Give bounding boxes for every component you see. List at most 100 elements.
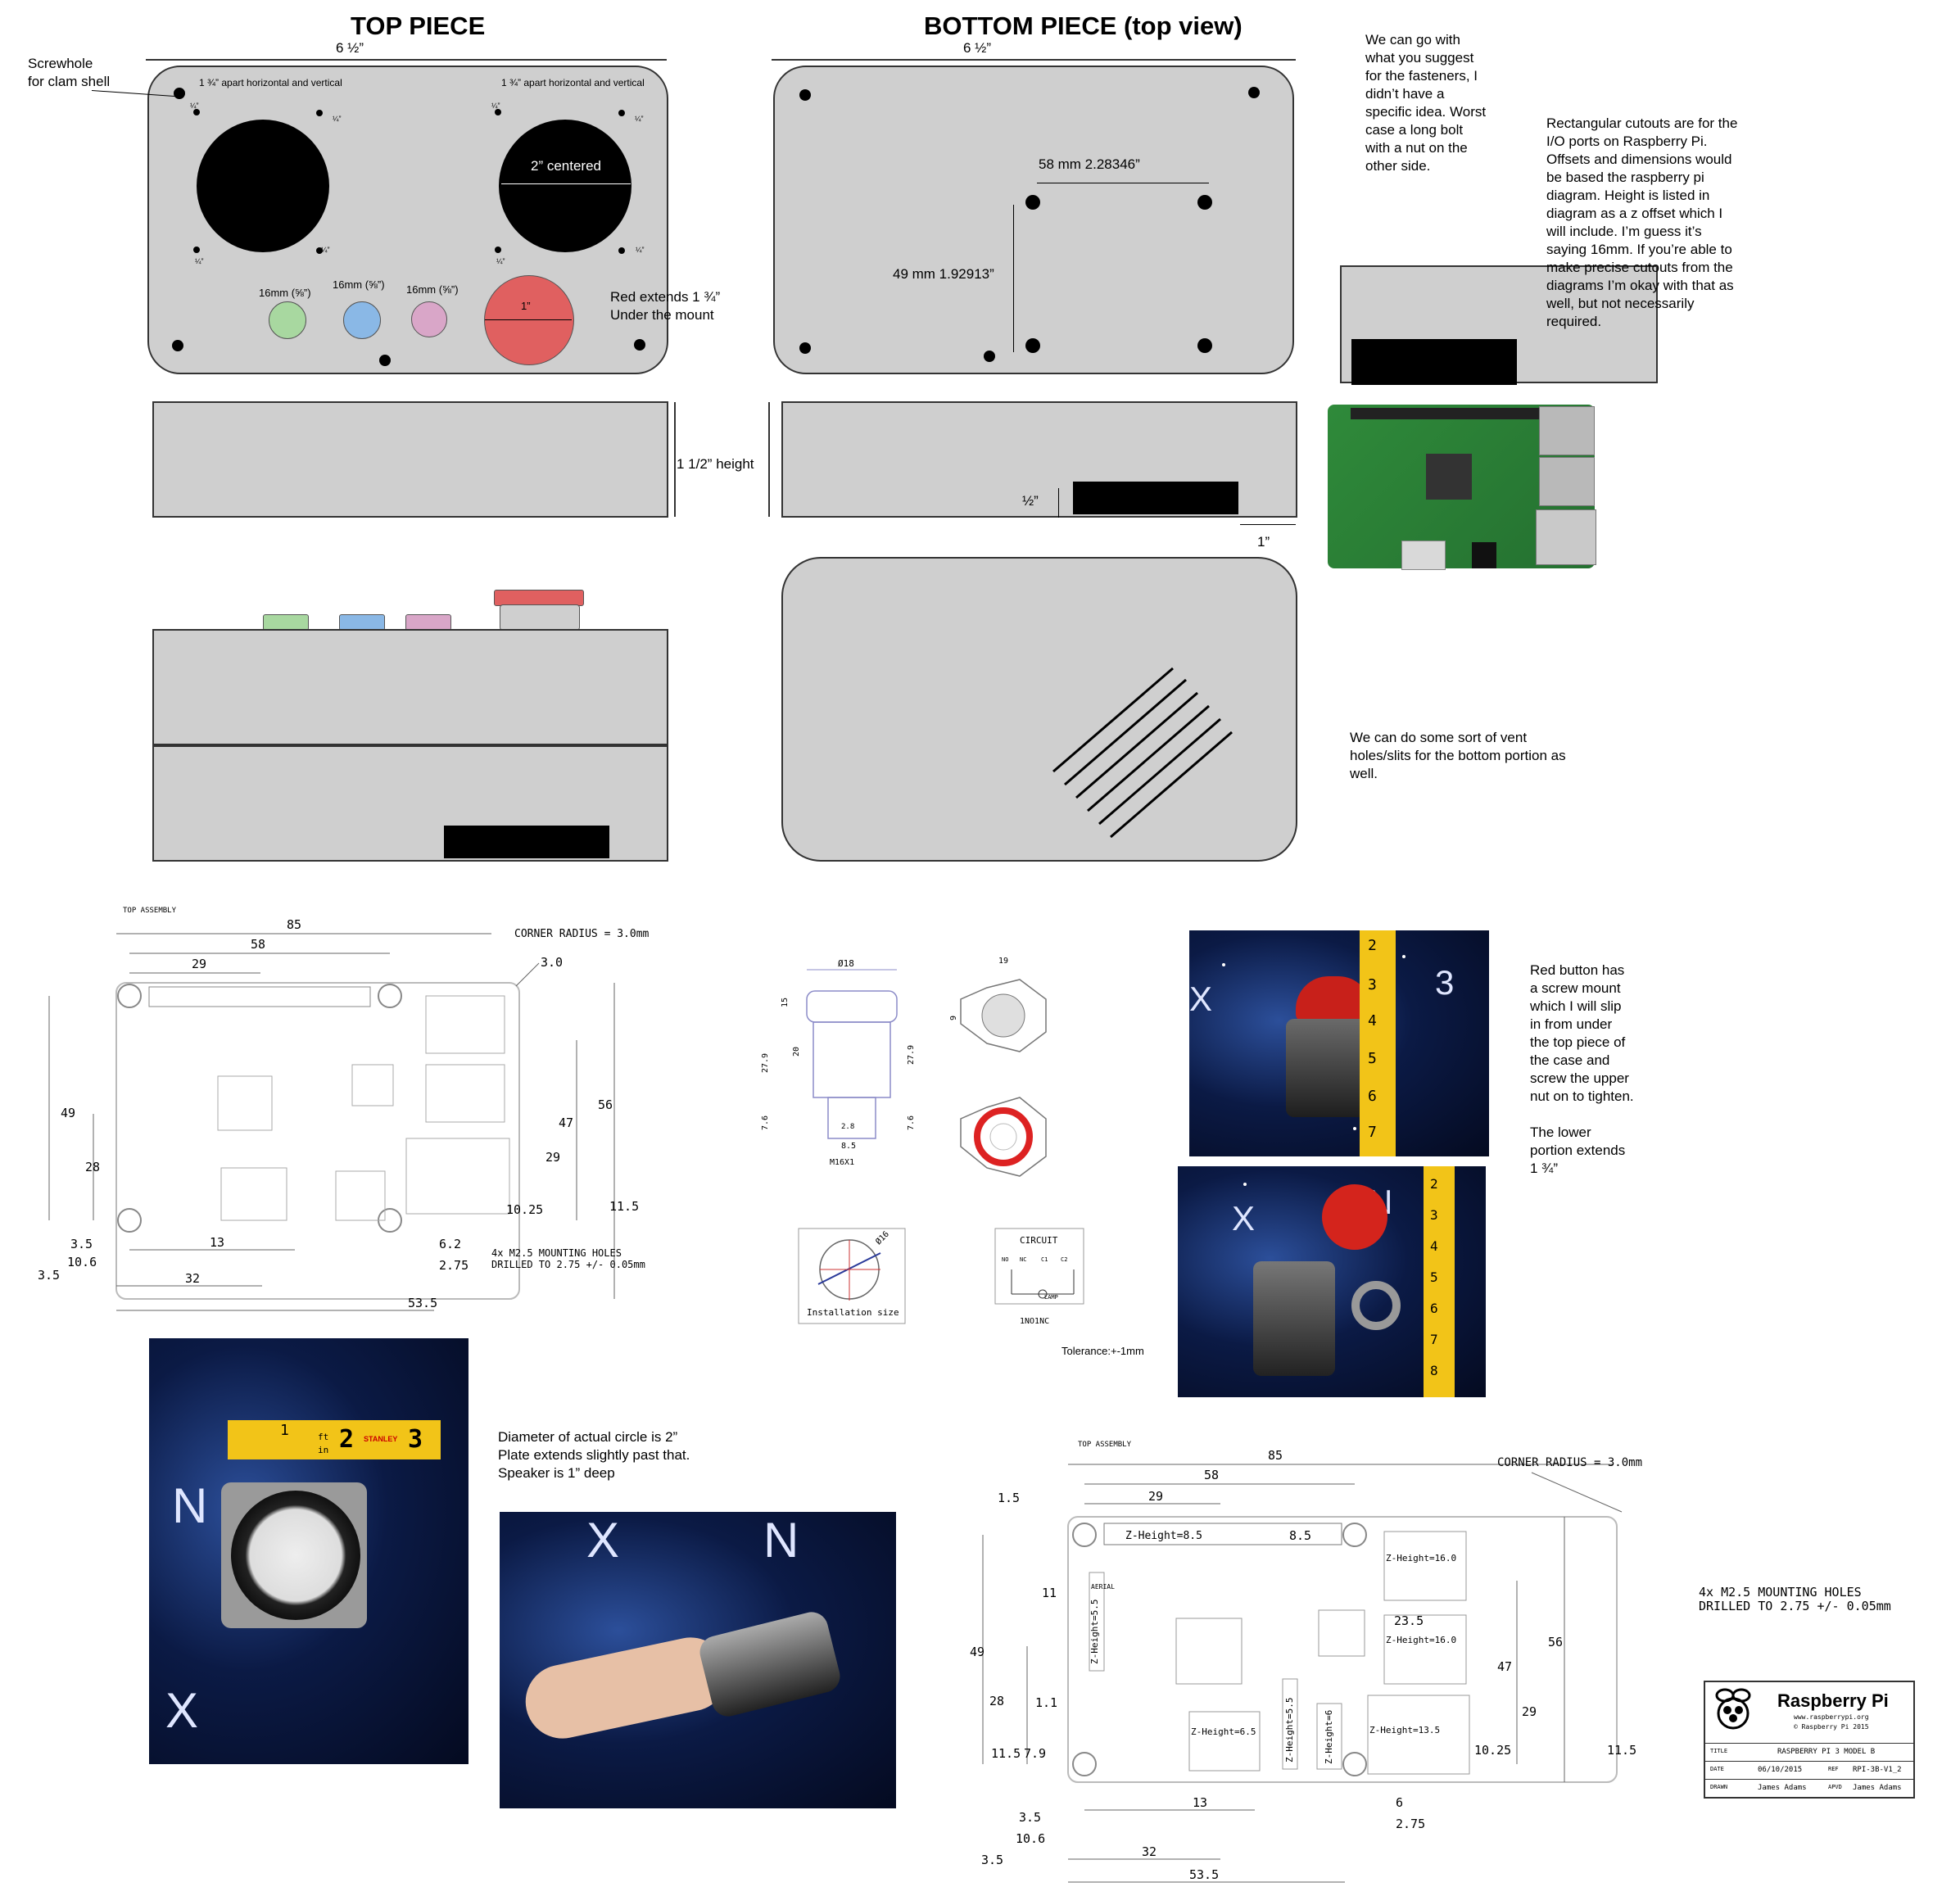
dim-10-6: 10.6 — [67, 1255, 97, 1269]
dim-1-1: 1.1 — [1035, 1695, 1057, 1710]
bottom-piece-panel — [773, 66, 1294, 374]
button-drawings: Ø18 15 27.9 20 27.9 7.6 7.6 2.8 8.5 M16X… — [761, 957, 1084, 1326]
apvd-label: APVD — [1828, 1784, 1842, 1790]
ruler-digit: 6 — [1368, 1088, 1377, 1105]
dim-27-9b: 27.9 — [907, 1045, 916, 1065]
speaker-photo-top: X N 1 2 3 ft in STANLEY — [149, 1338, 468, 1764]
quarter-label: ¼” — [635, 115, 644, 123]
star — [1402, 955, 1405, 958]
pi-mount-hole — [1197, 338, 1212, 353]
title-block-row — [1705, 1743, 1913, 1744]
circuit-no: NO — [1002, 1256, 1008, 1263]
dim-11: 11 — [1042, 1586, 1057, 1600]
circuit-type: 1NO1NC — [1020, 1317, 1049, 1326]
ruler-digit: 2 — [1368, 937, 1377, 954]
photo-letter: X — [165, 1683, 199, 1738]
dim-47: 47 — [559, 1115, 573, 1130]
one-inch-line — [1240, 524, 1296, 525]
bottom-hole — [984, 351, 995, 362]
vertical-dim-label: 49 mm 1.92913” — [893, 266, 994, 282]
circuit-c1: C1 — [1041, 1256, 1048, 1263]
brand-url: www.raspberrypi.org — [1794, 1713, 1869, 1721]
installation-size: Installation size — [807, 1307, 899, 1318]
dim-3-5b: 3.5 — [981, 1853, 1003, 1867]
ref-label: REF — [1828, 1766, 1839, 1772]
bottom-vent-panel — [781, 557, 1297, 862]
dim-20: 20 — [792, 1047, 801, 1057]
dim-11-5: 11.5 — [991, 1746, 1021, 1761]
circuit-c2: C2 — [1061, 1256, 1067, 1263]
dim-32: 32 — [185, 1271, 200, 1286]
red-extends-note: Red extends 1 ¾” Under the mount — [610, 289, 721, 323]
audio-jack — [1472, 542, 1496, 568]
top-width-line — [146, 59, 667, 61]
ruler-digit: 7 — [1368, 1124, 1377, 1141]
fasteners-note: We can go with what you suggest for the … — [1365, 32, 1487, 174]
speaker-screw-dot — [495, 109, 501, 115]
tape-mark: 3 — [408, 1425, 423, 1454]
top-hole — [379, 355, 391, 366]
blue-button-cutout — [343, 301, 381, 339]
ruler-digit: 3 — [1430, 1207, 1438, 1223]
green-button-label: 16mm (⅝”) — [259, 287, 311, 299]
corner-radius: CORNER RADIUS = 3.0mm — [514, 928, 650, 940]
photo-letter: X — [1232, 1199, 1256, 1238]
vertical-dim-line — [1013, 205, 1014, 352]
dim-29b: 29 — [1522, 1704, 1537, 1719]
dim-19: 19 — [998, 957, 1008, 966]
dim-6: 6 — [1396, 1795, 1403, 1810]
io-cutout-side — [1073, 482, 1238, 514]
ruler-digit: 6 — [1430, 1301, 1438, 1316]
green-button-side — [263, 614, 309, 631]
drawn-label: DRAWN — [1710, 1784, 1728, 1790]
dim-7-9: 7.9 — [1024, 1746, 1046, 1761]
tape-unit: ft — [318, 1432, 329, 1442]
brand-name: Raspberry Pi — [1777, 1690, 1889, 1711]
speaker-cone — [231, 1491, 360, 1620]
dim-8-5: 8.5 — [1289, 1528, 1311, 1543]
photo-letter: X — [586, 1513, 620, 1568]
pi-mount-hole — [1025, 338, 1040, 353]
drawn-value: James Adams — [1758, 1784, 1807, 1792]
z-height-5-5b: Z-Height=5.5 — [1284, 1698, 1295, 1763]
dim-1-5: 1.5 — [998, 1491, 1020, 1505]
red-button-label: 1” — [521, 300, 531, 312]
vents-note: We can do some sort of vent holes/slits … — [1350, 730, 1566, 781]
quarter-label: ¼” — [195, 257, 204, 265]
pi-side-cutout — [1351, 339, 1517, 385]
title-block-row — [1705, 1761, 1913, 1762]
ruler-digit: 3 — [1368, 976, 1377, 993]
pink-button-side — [405, 614, 451, 631]
pi-mount-hole — [1025, 195, 1040, 210]
photo-letter: 3 — [1435, 963, 1455, 1002]
pi-drawing-large: TOP ASSEMBLY Z-Height=8.5 8.5 Z-Height=1… — [970, 1441, 1642, 1883]
dim-53-5: 53.5 — [1189, 1867, 1219, 1882]
pink-button-cutout — [411, 301, 447, 337]
z-height-8-5: Z-Height=8.5 — [1125, 1530, 1202, 1542]
photo-letter: X — [1189, 980, 1213, 1018]
title-block: Raspberry Pi www.raspberrypi.org © Raspb… — [1704, 1681, 1915, 1799]
dim-85: 85 — [1268, 1448, 1283, 1463]
bottom-hole — [799, 89, 811, 101]
top-width-label: 6 ½” — [336, 40, 364, 56]
quarter-label: ¼” — [491, 102, 500, 110]
quarter-label: ¼” — [333, 115, 342, 123]
quarter-label: ¼” — [190, 102, 199, 110]
red-button-note: Red button has a screw mount which I wil… — [1530, 962, 1634, 1176]
dim-29b: 29 — [545, 1150, 560, 1165]
horizontal-dim-label: 58 mm 2.28346” — [1039, 156, 1140, 172]
speaker-cutout-right — [499, 120, 631, 252]
red-cap — [1296, 976, 1371, 1022]
quarter-label: ¼” — [321, 246, 330, 254]
dim-53-5: 53.5 — [408, 1296, 437, 1310]
red-button-photo-top: X 3 2 3 4 5 6 7 — [1189, 930, 1489, 1156]
tape-mark: 1 — [280, 1422, 289, 1439]
red-button-side — [494, 590, 584, 606]
blue-button-side — [339, 614, 385, 631]
top-hole — [174, 88, 185, 99]
tape-brand: STANLEY — [364, 1435, 398, 1443]
dim-23-5: 23.5 — [1394, 1613, 1424, 1628]
dim-2-8: 2.8 — [841, 1123, 854, 1131]
dia-16: Ø16 — [874, 1229, 891, 1247]
bottom-width-label: 6 ½” — [963, 40, 992, 56]
